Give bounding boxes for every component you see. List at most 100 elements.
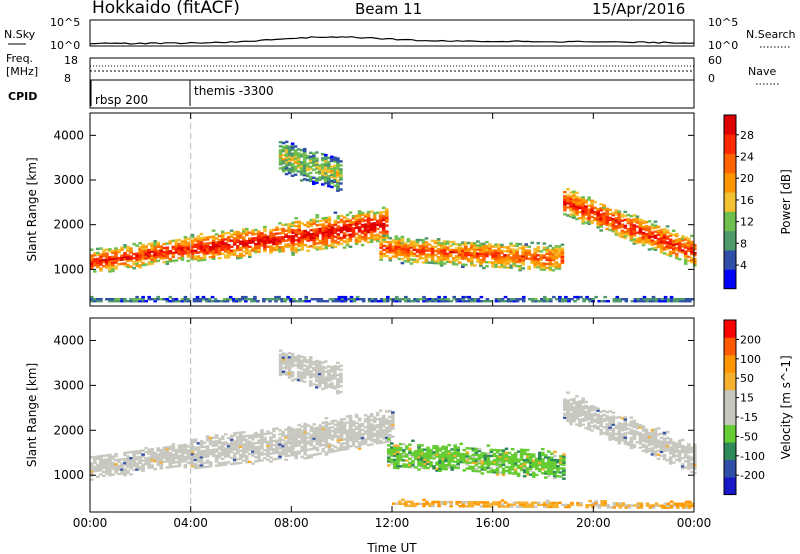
cell — [693, 461, 697, 465]
cell — [220, 244, 225, 247]
cell — [321, 171, 325, 174]
cell — [242, 431, 246, 434]
cell — [162, 452, 167, 455]
cell — [269, 444, 273, 447]
cell — [260, 437, 264, 440]
cell — [550, 466, 554, 470]
cell — [171, 253, 176, 257]
cell — [515, 260, 519, 264]
cell — [385, 428, 389, 431]
cell — [388, 421, 392, 425]
cell — [566, 407, 570, 411]
cell — [168, 240, 173, 243]
cell — [120, 300, 124, 303]
cell — [150, 250, 154, 253]
cell — [557, 255, 562, 258]
cell — [186, 241, 191, 244]
cell — [327, 230, 332, 233]
cell — [474, 449, 479, 453]
cell — [278, 167, 283, 170]
cell — [548, 254, 553, 258]
cell — [548, 252, 553, 256]
cell — [123, 461, 127, 465]
cell — [324, 161, 328, 165]
cell — [315, 373, 319, 377]
cell — [554, 245, 559, 248]
cell — [308, 382, 313, 385]
cell — [419, 502, 423, 506]
cell — [391, 427, 395, 430]
cell — [524, 243, 528, 246]
cell — [492, 469, 497, 472]
cell — [196, 241, 201, 244]
cell — [306, 223, 310, 226]
cell — [159, 257, 164, 260]
cell — [96, 455, 100, 458]
cell — [372, 426, 377, 429]
cell — [293, 161, 298, 164]
cell — [632, 232, 637, 235]
cell — [423, 454, 427, 457]
cell — [222, 300, 227, 303]
cell — [581, 405, 585, 408]
cell — [403, 252, 408, 255]
cell — [638, 442, 643, 445]
cell — [626, 427, 631, 430]
cell — [495, 455, 500, 458]
cell — [647, 220, 652, 223]
cell — [302, 364, 307, 367]
cell — [457, 251, 462, 254]
cell — [450, 452, 454, 455]
cell — [503, 262, 507, 265]
cell — [257, 244, 261, 247]
cell — [324, 380, 328, 383]
cell — [108, 472, 112, 475]
cell — [650, 231, 655, 234]
cell — [277, 295, 281, 299]
cell — [420, 454, 424, 457]
cell — [687, 447, 691, 450]
cell — [479, 252, 483, 255]
cell — [459, 458, 463, 462]
cell — [378, 217, 383, 220]
cell — [680, 467, 685, 470]
cell — [287, 352, 292, 355]
cell — [602, 426, 606, 429]
cell — [291, 247, 295, 250]
cell — [266, 241, 270, 244]
cell — [465, 467, 470, 470]
cell — [290, 371, 295, 374]
cell — [562, 473, 566, 476]
cell — [93, 455, 97, 459]
cell — [470, 256, 474, 259]
cell — [108, 459, 112, 463]
cell — [650, 233, 655, 236]
cell — [608, 410, 612, 413]
cell — [263, 235, 267, 239]
cell — [457, 255, 462, 258]
cell — [563, 213, 567, 216]
cell — [257, 435, 261, 438]
cell — [330, 230, 335, 233]
cell — [407, 300, 411, 303]
cell — [223, 238, 228, 241]
cell — [108, 469, 112, 473]
cell — [286, 295, 290, 299]
cell — [297, 242, 301, 246]
cell — [495, 457, 500, 460]
cell — [426, 462, 430, 466]
cell — [486, 464, 491, 467]
cell — [216, 300, 221, 303]
cell — [674, 238, 679, 242]
cell — [438, 455, 442, 458]
cell — [186, 451, 191, 454]
cell — [500, 259, 504, 263]
cell — [360, 424, 365, 428]
cell — [321, 247, 326, 250]
cell — [522, 462, 527, 466]
cell — [236, 234, 240, 238]
cell — [397, 239, 402, 242]
cell — [391, 423, 395, 426]
cell — [430, 255, 435, 259]
cell — [503, 264, 507, 267]
